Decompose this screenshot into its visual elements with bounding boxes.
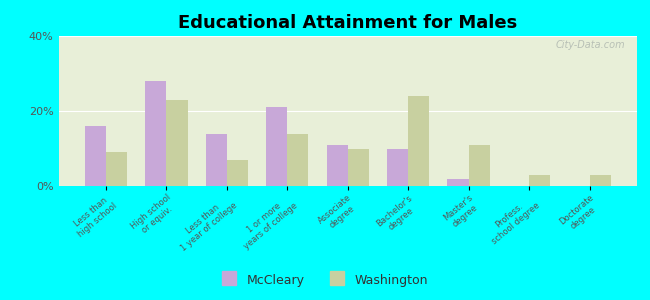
Bar xyxy=(266,107,287,186)
Bar xyxy=(590,175,611,186)
Bar xyxy=(227,160,248,186)
Bar xyxy=(348,148,369,186)
Bar xyxy=(447,178,469,186)
Bar xyxy=(387,148,408,186)
Bar xyxy=(469,145,490,186)
Bar xyxy=(529,175,551,186)
Bar xyxy=(166,100,188,186)
Bar xyxy=(145,81,166,186)
Bar xyxy=(326,145,348,186)
Title: Educational Attainment for Males: Educational Attainment for Males xyxy=(178,14,517,32)
Bar xyxy=(287,134,309,186)
Bar xyxy=(106,152,127,186)
Bar xyxy=(408,96,430,186)
Bar xyxy=(205,134,227,186)
Bar xyxy=(84,126,106,186)
Text: City-Data.com: City-Data.com xyxy=(556,40,625,50)
Legend: McCleary, Washington: McCleary, Washington xyxy=(218,270,432,291)
